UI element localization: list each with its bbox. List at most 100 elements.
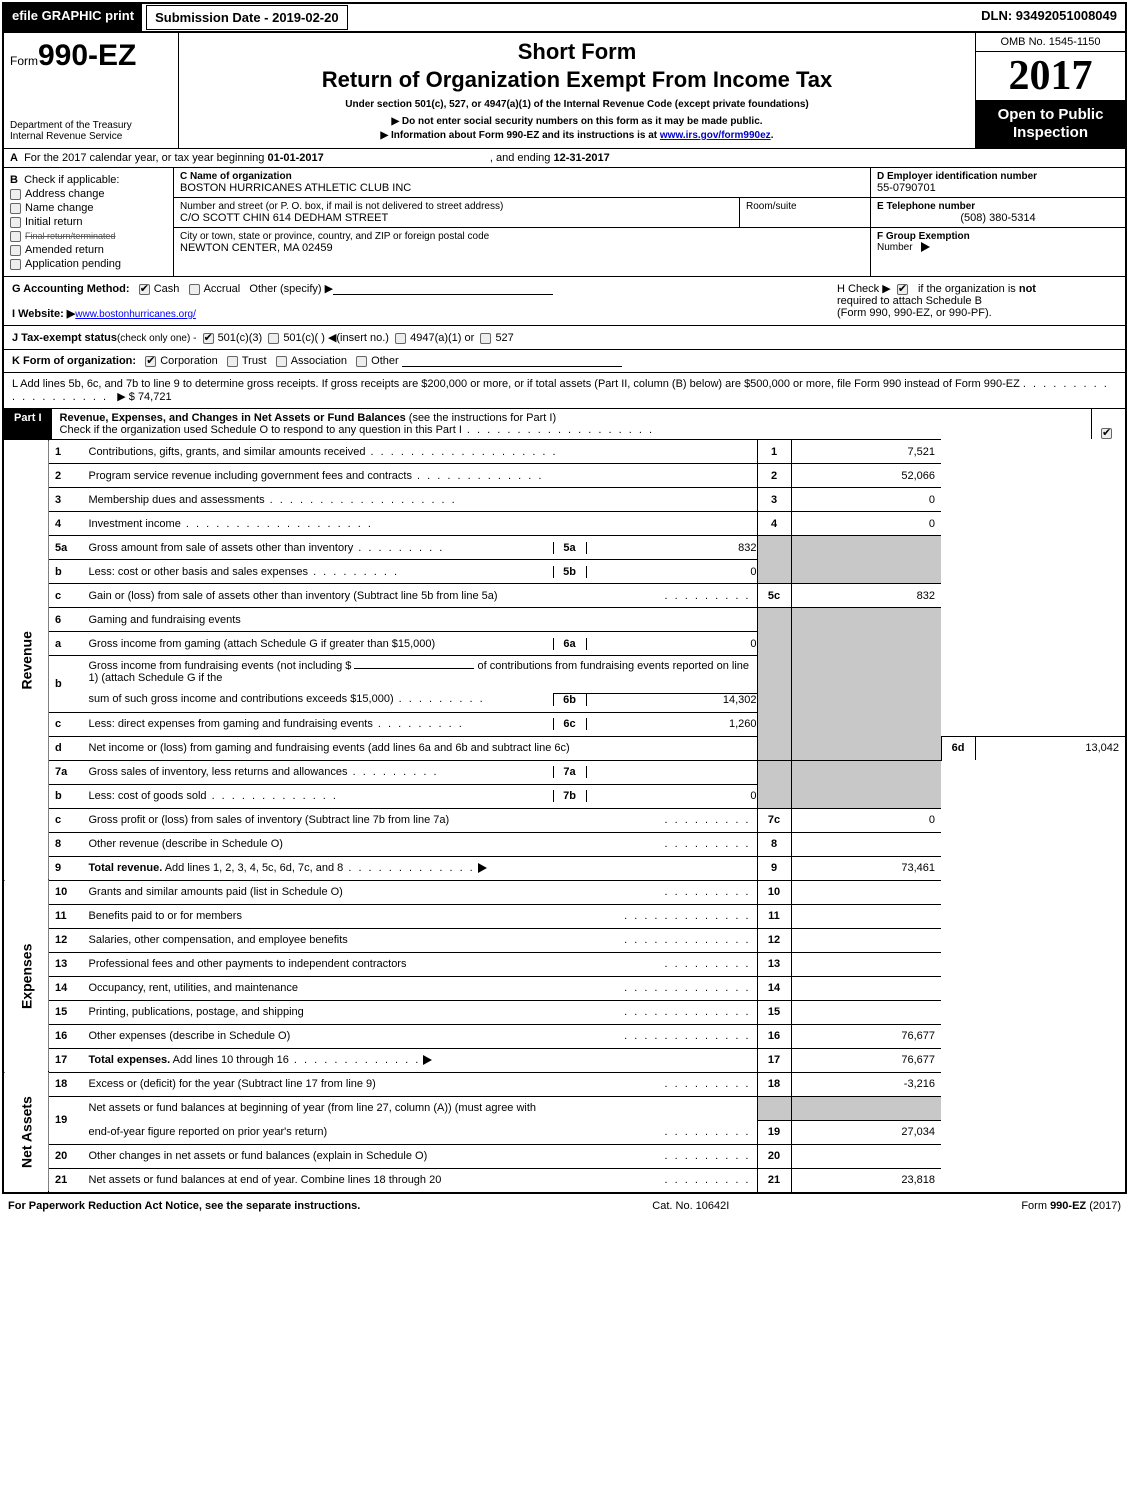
table-row: 8 Other revenue (describe in Schedule O)… <box>4 832 1125 856</box>
ln-17-rn: 17 <box>757 1048 791 1072</box>
ln-5b-sv: 0 <box>587 566 757 578</box>
ln-5c-n: c <box>49 584 83 608</box>
part-I-title: Revenue, Expenses, and Changes in Net As… <box>60 412 406 424</box>
side-revenue: Revenue <box>4 440 49 881</box>
part-I-note: (see the instructions for Part I) <box>409 412 556 424</box>
K-o2: Trust <box>242 355 267 367</box>
ln-4-rv: 0 <box>791 512 941 536</box>
ln-1-d: Contributions, gifts, grants, and simila… <box>89 446 366 458</box>
chk-4947[interactable] <box>395 333 406 344</box>
subtitle: Under section 501(c), 527, or 4947(a)(1)… <box>187 99 967 110</box>
chk-501c3[interactable] <box>203 333 214 344</box>
ln-6b-sv: 14,302 <box>587 693 757 706</box>
J-o2: 501(c)( ) <box>283 332 325 344</box>
ln-5c-d: Gain or (loss) from sale of assets other… <box>89 590 498 602</box>
table-row: 6 Gaming and fundraising events <box>4 608 1125 632</box>
ln-6b-pre: Gross income from fundraising events (no… <box>89 660 355 672</box>
ln-8-rn: 8 <box>757 832 791 856</box>
ln-6a-n: a <box>49 632 83 656</box>
chk-527[interactable] <box>480 333 491 344</box>
L-amount: ▶ $ 74,721 <box>117 391 171 403</box>
chk-address-change[interactable] <box>10 189 21 200</box>
chk-application-pending[interactable] <box>10 259 21 270</box>
chk-schedule-o[interactable] <box>1101 428 1112 439</box>
table-row: d Net income or (loss) from gaming and f… <box>4 736 1125 760</box>
ln-7c-d: Gross profit or (loss) from sales of inv… <box>89 814 450 826</box>
table-row: b Less: cost or other basis and sales ex… <box>4 560 1125 584</box>
chk-cash[interactable] <box>139 284 150 295</box>
ln-18-n: 18 <box>49 1072 83 1096</box>
chk-association[interactable] <box>276 356 287 367</box>
chk-accrual[interactable] <box>189 284 200 295</box>
website-link[interactable]: www.bostonhurricanes.org/ <box>75 309 196 320</box>
ln-10-rv <box>791 880 941 904</box>
ln-12-rn: 12 <box>757 928 791 952</box>
ln-11-rv <box>791 904 941 928</box>
ln-12-d: Salaries, other compensation, and employ… <box>89 934 348 946</box>
ln-19-n: 19 <box>49 1096 83 1144</box>
ein-value: 55-0790701 <box>877 182 1119 194</box>
chk-corporation[interactable] <box>145 356 156 367</box>
B-item-2: Initial return <box>25 216 82 228</box>
ln-5a-d: Gross amount from sale of assets other t… <box>89 542 354 554</box>
K-o3: Association <box>291 355 347 367</box>
section-DEF: D Employer identification number 55-0790… <box>870 168 1125 276</box>
chk-trust[interactable] <box>227 356 238 367</box>
chk-other-org[interactable] <box>356 356 367 367</box>
dept-irs: Internal Revenue Service <box>10 131 132 142</box>
K-o4: Other <box>371 355 399 367</box>
ln-6d-rv: 13,042 <box>975 736 1125 760</box>
form-container: efile GRAPHIC print Submission Date - 20… <box>2 2 1127 1194</box>
ln-6-n: 6 <box>49 608 83 632</box>
note-info-pre: ▶ Information about Form 990-EZ and its … <box>381 130 660 141</box>
chk-name-change[interactable] <box>10 203 21 214</box>
chk-final-return[interactable] <box>10 231 21 242</box>
ln-19-d2: end-of-year figure reported on prior yea… <box>89 1126 328 1138</box>
D-label: D Employer identification number <box>877 171 1037 182</box>
ln-7a-sv <box>587 766 757 778</box>
table-row: 7a Gross sales of inventory, less return… <box>4 760 1125 784</box>
ln-15-d: Printing, publications, postage, and shi… <box>89 1006 304 1018</box>
efile-print-button[interactable]: efile GRAPHIC print <box>4 4 142 31</box>
ln-12-rv <box>791 928 941 952</box>
ln-11-rn: 11 <box>757 904 791 928</box>
form-header: Form990-EZ Department of the Treasury In… <box>4 33 1125 148</box>
ln-21-n: 21 <box>49 1168 83 1192</box>
G-cash: Cash <box>154 283 180 295</box>
footer-right-pre: Form <box>1021 1200 1050 1212</box>
city-value: NEWTON CENTER, MA 02459 <box>180 242 864 254</box>
form990ez-link[interactable]: www.irs.gov/form990ez <box>660 130 771 141</box>
ln-10-d: Grants and similar amounts paid (list in… <box>89 886 343 898</box>
footer-mid: Cat. No. 10642I <box>360 1200 1021 1212</box>
C-label: C Name of organization <box>180 171 292 182</box>
ln-7c-n: c <box>49 808 83 832</box>
ln-6a-sn: 6a <box>553 638 587 650</box>
page-footer: For Paperwork Reduction Act Notice, see … <box>2 1196 1127 1216</box>
ln-2-rn: 2 <box>757 464 791 488</box>
ln-18-d: Excess or (deficit) for the year (Subtra… <box>89 1078 376 1090</box>
B-item-4: Amended return <box>25 244 104 256</box>
ln-20-d: Other changes in net assets or fund bala… <box>89 1150 428 1162</box>
ln-2-n: 2 <box>49 464 83 488</box>
chk-501c[interactable] <box>268 333 279 344</box>
ln-6a-sv: 0 <box>587 638 757 650</box>
chk-amended-return[interactable] <box>10 245 21 256</box>
ln-18-rv: -3,216 <box>791 1072 941 1096</box>
open-line2: Inspection <box>1013 124 1088 141</box>
ln-16-d: Other expenses (describe in Schedule O) <box>89 1030 291 1042</box>
ln-20-rn: 20 <box>757 1144 791 1168</box>
section-B: B Check if applicable: Address change Na… <box>4 168 174 276</box>
table-row: b Gross income from fundraising events (… <box>4 656 1125 689</box>
E-label: E Telephone number <box>877 201 975 212</box>
H-not: not <box>1019 283 1036 295</box>
B-item-3: Final return/terminated <box>25 231 116 241</box>
chk-initial-return[interactable] <box>10 217 21 228</box>
submission-date: Submission Date - 2019-02-20 <box>146 5 348 30</box>
table-row: 9 Total revenue. Add lines 1, 2, 3, 4, 5… <box>4 856 1125 880</box>
ln-10-rn: 10 <box>757 880 791 904</box>
side-netassets: Net Assets <box>4 1072 49 1192</box>
B-item-5: Application pending <box>25 258 121 270</box>
note-info-post: . <box>771 130 774 141</box>
footer-left: For Paperwork Reduction Act Notice, see … <box>8 1200 360 1212</box>
chk-H[interactable] <box>897 284 908 295</box>
